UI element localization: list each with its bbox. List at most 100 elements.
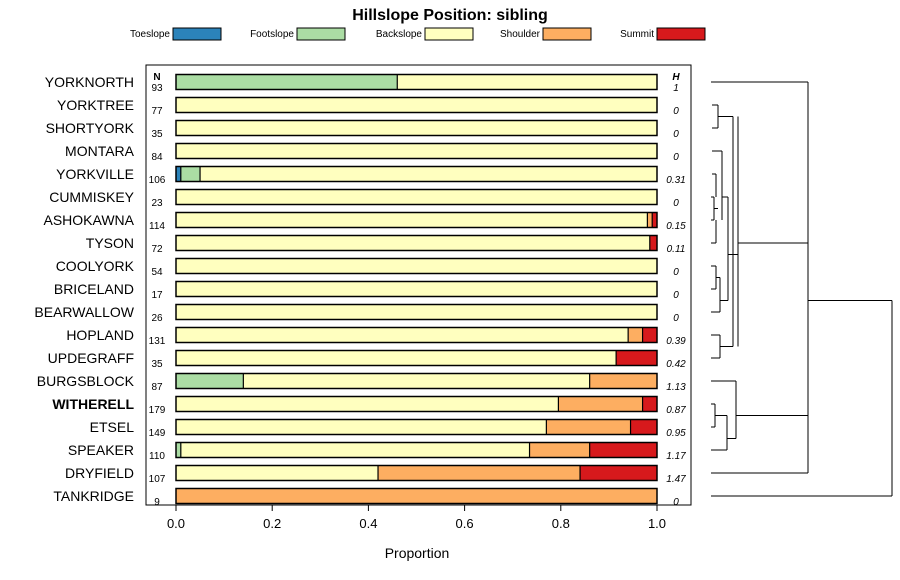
bar-outline <box>175 349 658 367</box>
bar-segment-backslope <box>243 373 590 389</box>
legend: Toeslope Footslope Backslope Shoulder Summit <box>130 27 706 41</box>
bar-segment-backslope <box>176 189 657 205</box>
n-value: 35 <box>151 129 163 140</box>
legend-label: Backslope <box>376 29 423 40</box>
bar-segment-summit <box>616 350 657 366</box>
h-value: 0 <box>673 290 679 301</box>
row-dryfield: DRYFIELD 107 1.47 <box>65 464 686 485</box>
bar-segment-backslope <box>397 74 657 90</box>
bar-segment-shoulder <box>176 488 657 504</box>
legend-swatch <box>542 27 592 41</box>
row-label: YORKVILLE <box>56 166 134 182</box>
legend-swatch <box>172 27 222 41</box>
legend-label: Summit <box>620 29 654 40</box>
row-label: ETSEL <box>90 419 135 435</box>
h-value: 0.31 <box>666 175 685 186</box>
h-value: 0.95 <box>666 428 686 439</box>
h-value: 0 <box>673 497 679 508</box>
bar-outline <box>175 326 658 344</box>
h-value: 1 <box>673 83 679 94</box>
x-tick-label: 0.6 <box>456 516 474 531</box>
bar-outline <box>175 418 658 436</box>
chart-title: Hillslope Position: sibling <box>352 7 548 24</box>
bar-segment-shoulder <box>529 442 590 458</box>
bar-segment-backslope <box>176 120 657 136</box>
h-value: 0 <box>673 313 679 324</box>
bar-segment-footslope <box>176 442 181 458</box>
h-value: 1.47 <box>666 474 686 485</box>
n-value: 23 <box>151 198 163 209</box>
legend-item-footslope: Footslope <box>250 27 346 41</box>
bar-segment-backslope <box>176 304 657 320</box>
n-value: 9 <box>154 497 160 508</box>
bar-outline <box>175 234 658 252</box>
bar-segment-toeslope <box>176 166 181 182</box>
row-label: MONTARA <box>65 143 135 159</box>
row-cummiskey: CUMMISKEY 23 0 <box>49 188 679 209</box>
bar-segment-backslope <box>176 327 629 343</box>
row-tyson: TYSON 72 0.11 <box>86 234 685 255</box>
bar-segment-backslope <box>180 442 530 458</box>
bar-segment-backslope <box>176 143 657 159</box>
legend-item-summit: Summit <box>620 27 706 41</box>
row-label: SPEAKER <box>68 442 134 458</box>
n-value: 87 <box>151 382 163 393</box>
bar-segment-backslope <box>176 419 547 435</box>
bar-segment-backslope <box>200 166 658 182</box>
row-hopland: HOPLAND 131 0.39 <box>66 326 686 347</box>
x-tick-label: 0.4 <box>359 516 377 531</box>
row-updegraff: UPDEGRAFF 35 0.42 <box>48 349 686 370</box>
n-value: 26 <box>151 313 163 324</box>
bar-outline <box>175 487 658 505</box>
row-witherell: WITHERELL 179 0.87 <box>52 395 686 416</box>
bar-segment-footslope <box>176 74 398 90</box>
h-value: 0.15 <box>666 221 686 232</box>
row-label: SHORTYORK <box>46 120 135 136</box>
row-label: UPDEGRAFF <box>48 350 134 366</box>
legend-label: Footslope <box>250 29 294 40</box>
n-value: 72 <box>151 244 163 255</box>
bar-outline <box>175 96 658 114</box>
row-label: DRYFIELD <box>65 465 134 481</box>
legend-label: Shoulder <box>500 29 541 40</box>
row-label: TYSON <box>86 235 134 251</box>
bar-segment-backslope <box>176 258 657 274</box>
h-value: 0.87 <box>666 405 686 416</box>
row-label: BURGSBLOCK <box>37 373 135 389</box>
bar-segment-summit <box>589 442 657 458</box>
row-label: HOPLAND <box>66 327 134 343</box>
legend-label: Toeslope <box>130 29 170 40</box>
row-yorknorth: YORKNORTH 93 1 <box>45 73 679 94</box>
bar-outline <box>175 257 658 275</box>
bar-segment-summit <box>642 396 657 412</box>
n-value: 110 <box>149 451 165 462</box>
n-value: 179 <box>149 405 166 416</box>
h-value: 0 <box>673 106 679 117</box>
row-briceland: BRICELAND 17 0 <box>54 280 679 301</box>
bar-outline <box>175 188 658 206</box>
bar-segment-shoulder <box>558 396 643 412</box>
row-shortyork: SHORTYORK 35 0 <box>46 119 679 140</box>
bar-segment-shoulder <box>628 327 643 343</box>
bar-segment-footslope <box>176 373 244 389</box>
row-burgsblock: BURGSBLOCK 87 1.13 <box>37 372 686 393</box>
h-value: 1.17 <box>666 451 686 462</box>
bar-segment-backslope <box>176 350 617 366</box>
x-tick-label: 0.0 <box>167 516 185 531</box>
bar-segment-summit <box>580 465 657 481</box>
h-value: 0.39 <box>666 336 686 347</box>
bar-outline <box>175 395 658 413</box>
bar-segment-summit <box>652 212 657 228</box>
row-yorkville: YORKVILLE 106 0.31 <box>56 165 686 186</box>
row-speaker: SPEAKER 110 1.17 <box>68 441 686 462</box>
bar-outline <box>175 464 658 482</box>
legend-swatch <box>296 27 346 41</box>
bar-segment-backslope <box>176 97 657 113</box>
bar-outline <box>175 142 658 160</box>
bar-outline <box>175 303 658 321</box>
bar-outline <box>175 211 658 229</box>
row-label: COOLYORK <box>56 258 135 274</box>
n-value: 107 <box>149 474 166 485</box>
bar-outline <box>175 165 658 183</box>
